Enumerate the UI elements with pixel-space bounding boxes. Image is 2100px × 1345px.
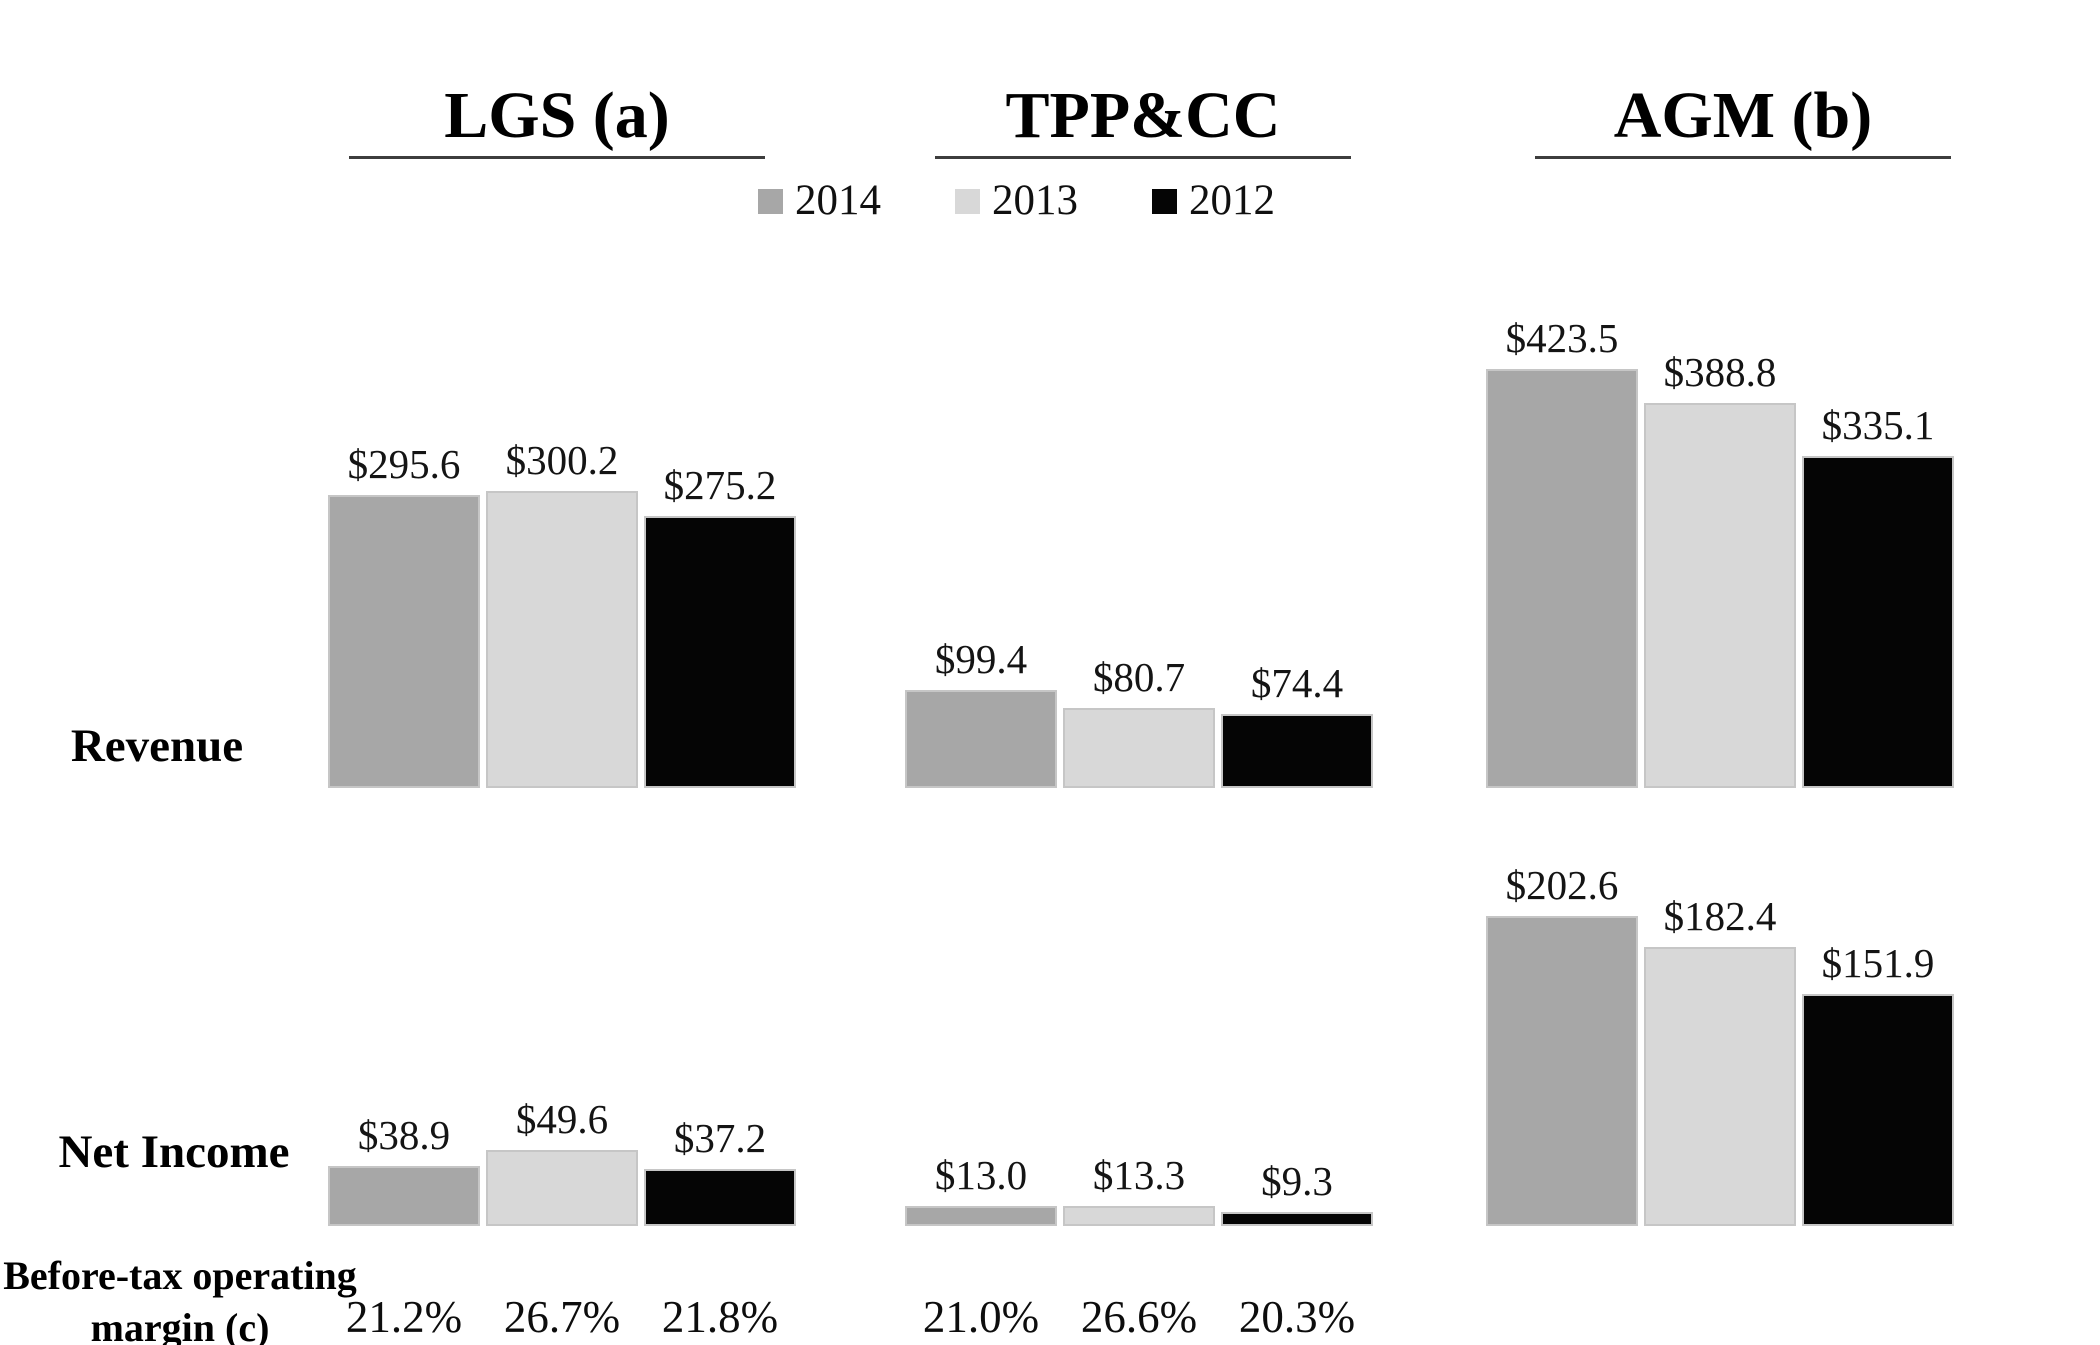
row-label-before-tax-margin-line2: margin (c): [90, 1305, 270, 1345]
value-label-net-income-agm-b-2012: $151.9: [1821, 940, 1935, 986]
value-label-revenue-tpp-cc-2013: $80.7: [1092, 654, 1186, 700]
value-label-net-income-lgs-a-2014: $38.9: [357, 1112, 451, 1158]
value-label-revenue-tpp-cc-2014: $99.4: [934, 636, 1028, 682]
segment-header-agm-label: AGM (b): [1613, 79, 1873, 152]
margin-value-tpp-cc-2013: 26.6%: [1080, 1292, 1198, 1342]
margin-value-lgs-a-2013: 26.7%: [503, 1292, 621, 1342]
value-label-net-income-agm-b-2013: $182.4: [1663, 893, 1777, 939]
value-label-net-income-tpp-cc-2013: $13.3: [1092, 1152, 1186, 1198]
bar-net-income-tpp-cc-2013: [1063, 1206, 1215, 1226]
value-label-revenue-lgs-a-2013: $300.2: [505, 437, 619, 483]
legend-label-2014: 2014: [795, 177, 881, 224]
value-label-revenue-lgs-a-2014: $295.6: [347, 441, 461, 487]
bar-revenue-agm-b-2013: [1644, 403, 1796, 788]
segment-header-tppcc-label: TPP&CC: [1005, 79, 1281, 152]
value-label-net-income-tpp-cc-2012: $9.3: [1261, 1158, 1333, 1204]
bar-net-income-agm-b-2013: [1644, 947, 1796, 1226]
margin-value-tpp-cc-2014: 21.0%: [922, 1292, 1040, 1342]
margin-value-lgs-a-2012: 21.8%: [661, 1292, 779, 1342]
legend-item-2014: 2014: [758, 178, 881, 224]
bar-net-income-lgs-a-2014: [328, 1166, 480, 1226]
bar-revenue-tpp-cc-2012: [1221, 714, 1373, 788]
row-label-net-income: Net Income: [58, 1126, 290, 1178]
segment-header-tppcc: TPP&CC: [935, 76, 1351, 159]
row-label-before-tax-margin: Before-tax operating margin (c): [0, 1250, 360, 1345]
segment-header-lgs-label: LGS (a): [444, 79, 670, 152]
legend-item-2012: 2012: [1152, 178, 1275, 224]
value-label-net-income-lgs-a-2012: $37.2: [673, 1115, 767, 1161]
bar-net-income-tpp-cc-2014: [905, 1206, 1057, 1226]
bar-net-income-lgs-a-2012: [644, 1169, 796, 1226]
row-label-revenue: Revenue: [70, 720, 244, 772]
bar-net-income-lgs-a-2013: [486, 1150, 638, 1226]
margin-value-lgs-a-2014: 21.2%: [345, 1292, 463, 1342]
bar-revenue-tpp-cc-2014: [905, 690, 1057, 788]
bar-revenue-tpp-cc-2013: [1063, 708, 1215, 788]
value-label-net-income-agm-b-2014: $202.6: [1505, 862, 1619, 908]
legend-label-2012: 2012: [1189, 177, 1275, 224]
bar-revenue-lgs-a-2014: [328, 495, 480, 788]
segment-header-lgs: LGS (a): [349, 76, 765, 159]
bar-revenue-agm-b-2012: [1802, 456, 1954, 788]
bar-revenue-lgs-a-2012: [644, 516, 796, 788]
legend-swatch-2013-icon: [955, 188, 980, 214]
value-label-revenue-agm-b-2014: $423.5: [1505, 315, 1619, 361]
row-label-before-tax-margin-line1: Before-tax operating: [3, 1253, 357, 1298]
value-label-net-income-tpp-cc-2014: $13.0: [934, 1152, 1028, 1198]
legend-item-2013: 2013: [955, 178, 1078, 224]
bar-net-income-tpp-cc-2012: [1221, 1212, 1373, 1226]
margin-value-tpp-cc-2012: 20.3%: [1238, 1292, 1356, 1342]
bar-net-income-agm-b-2012: [1802, 994, 1954, 1226]
legend-swatch-2014-icon: [758, 188, 783, 214]
bar-revenue-agm-b-2014: [1486, 369, 1638, 788]
value-label-revenue-lgs-a-2012: $275.2: [663, 462, 777, 508]
legend-swatch-2012-icon: [1152, 188, 1177, 214]
value-label-net-income-lgs-a-2013: $49.6: [515, 1096, 609, 1142]
bar-net-income-agm-b-2014: [1486, 916, 1638, 1226]
segment-header-agm: AGM (b): [1535, 76, 1951, 159]
legend: 2014 2013 2012: [758, 178, 1275, 224]
value-label-revenue-agm-b-2013: $388.8: [1663, 349, 1777, 395]
legend-label-2013: 2013: [992, 177, 1078, 224]
value-label-revenue-agm-b-2012: $335.1: [1821, 402, 1935, 448]
value-label-revenue-tpp-cc-2012: $74.4: [1250, 660, 1344, 706]
bar-revenue-lgs-a-2013: [486, 491, 638, 788]
